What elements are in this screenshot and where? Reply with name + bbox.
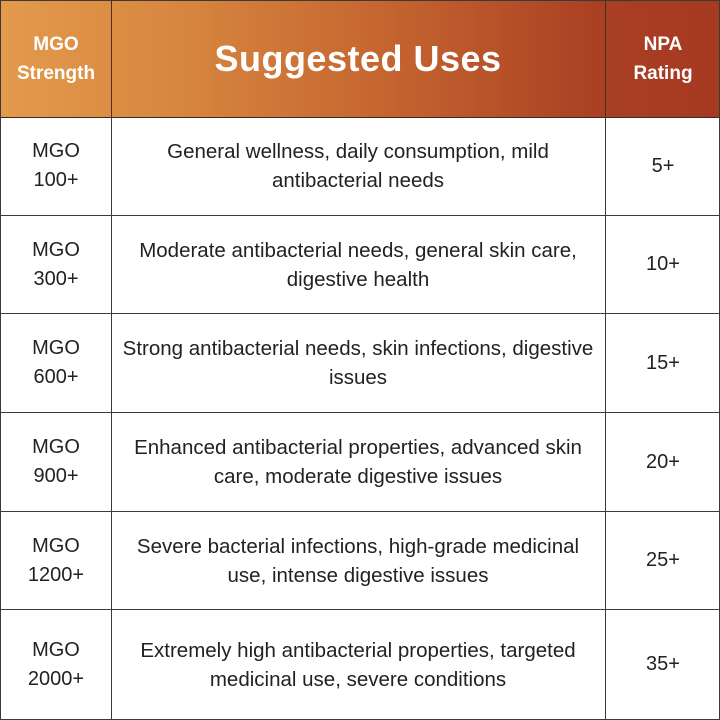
header-npa-rating: NPA Rating (605, 1, 720, 117)
npa-rating-cell: 15+ (605, 314, 720, 412)
mgo-strength-cell: MGO 300+ (1, 216, 112, 313)
table-row: MGO 1200+ Severe bacterial infections, hi… (1, 512, 719, 610)
mgo-strength-cell: MGO 2000+ (1, 610, 112, 719)
table-row: MGO 600+ Strong antibacterial needs, skin… (1, 314, 719, 413)
suggested-uses-cell: Extremely high antibacterial properties,… (140, 638, 576, 691)
suggested-uses-cell: Strong antibacterial needs, skin infecti… (122, 337, 594, 389)
suggested-uses-cell: General wellness, daily consumption, mil… (167, 140, 549, 192)
npa-rating-cell: 10+ (605, 216, 720, 313)
header-suggested-uses: Suggested Uses (214, 38, 502, 79)
mgo-strength-cell: MGO 600+ (1, 314, 112, 412)
header-mgo-strength: MGO Strength (1, 1, 112, 117)
suggested-uses-cell: Enhanced antibacterial properties, advan… (134, 436, 582, 488)
table-header: MGO Strength Suggested Uses NPA Rating (1, 1, 719, 118)
npa-rating-cell: 25+ (605, 512, 720, 609)
header-npa-label: NPA (643, 34, 683, 55)
suggested-uses-cell: Severe bacterial infections, high-grade … (136, 534, 580, 587)
table-row: MGO 300+ Moderate antibacterial needs, ge… (1, 216, 719, 314)
header-rating-label: Rating (633, 63, 693, 84)
header-strength-label: Strength (16, 63, 96, 84)
mgo-strength-cell: MGO 1200+ (1, 512, 112, 609)
npa-rating-cell: 20+ (605, 413, 720, 511)
table-row: MGO 100+ General wellness, daily consumpt… (1, 117, 719, 216)
header-mgo-label: MGO (33, 34, 79, 55)
npa-rating-cell: 5+ (605, 117, 720, 215)
table-row: MGO 900+ Enhanced antibacterial propertie… (1, 413, 719, 512)
suggested-uses-cell: Moderate antibacterial needs, general sk… (139, 238, 577, 291)
npa-rating-cell: 35+ (605, 610, 720, 719)
mgo-strength-cell: MGO 100+ (1, 117, 112, 215)
mgo-strength-cell: MGO 900+ (1, 413, 112, 511)
table-row: MGO 2000+ Extremely high antibacterial pr… (1, 610, 719, 719)
